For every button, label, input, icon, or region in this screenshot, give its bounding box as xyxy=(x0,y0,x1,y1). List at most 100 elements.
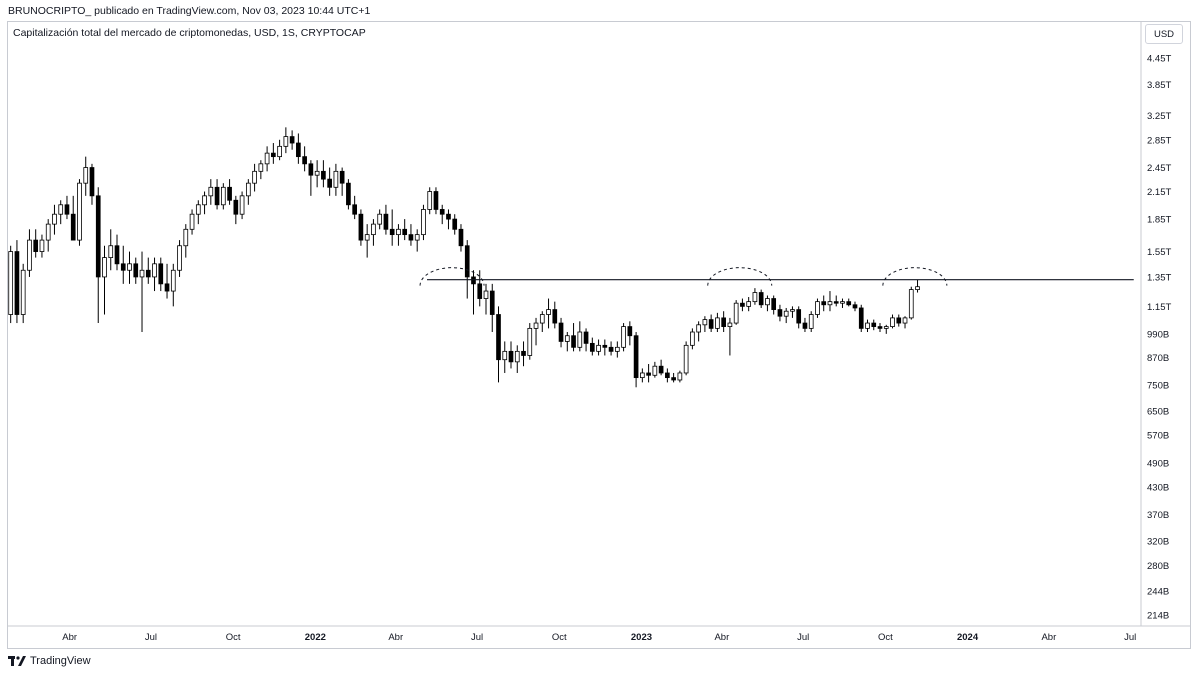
candle-body xyxy=(402,228,408,236)
candle-body xyxy=(152,263,157,278)
candle-body xyxy=(496,314,501,361)
candle-body xyxy=(571,335,576,348)
candle-body xyxy=(752,292,758,303)
candle-body xyxy=(477,283,483,299)
candle-body xyxy=(877,326,883,329)
candle-body xyxy=(439,209,445,215)
candle-body xyxy=(802,322,808,329)
candle-body xyxy=(383,213,389,230)
y-tick-label: 750B xyxy=(1147,380,1169,391)
candle-body xyxy=(39,239,45,252)
y-tick-label: 370B xyxy=(1147,510,1169,521)
candle-body xyxy=(546,309,551,315)
x-tick-label: Oct xyxy=(226,632,241,643)
candle-body xyxy=(358,213,364,241)
candle-body xyxy=(164,283,170,292)
y-tick-label: 280B xyxy=(1147,561,1169,572)
candle-body xyxy=(896,317,902,324)
candle-body xyxy=(170,269,176,292)
candle-body xyxy=(177,245,182,271)
candle-body xyxy=(833,301,839,304)
candle-body xyxy=(264,152,270,165)
x-tick-label: Jul xyxy=(145,632,157,643)
candle-body xyxy=(652,365,658,376)
candle-body xyxy=(45,223,51,241)
candle-body xyxy=(852,304,858,309)
candle-body xyxy=(640,372,645,379)
candle-body xyxy=(258,163,264,172)
candle-body xyxy=(908,289,914,319)
candle-body xyxy=(83,167,89,184)
candle-body xyxy=(296,142,301,158)
arc-annotation xyxy=(882,267,948,286)
candle-body xyxy=(95,195,101,278)
candle-body xyxy=(533,322,539,329)
arc-annotation xyxy=(707,267,773,286)
x-tick-label: 2022 xyxy=(305,632,326,643)
x-tick-label: Abr xyxy=(388,632,403,643)
candle-body xyxy=(327,178,332,188)
candle-body xyxy=(452,218,458,230)
candle-body xyxy=(464,245,470,278)
candle-body xyxy=(783,310,789,317)
candle-body xyxy=(58,204,64,215)
y-tick-label: 430B xyxy=(1147,482,1169,493)
y-tick-label: 2.85T xyxy=(1147,135,1171,146)
candle-body xyxy=(33,239,39,252)
candle-body xyxy=(796,309,802,324)
candle-body xyxy=(840,301,845,304)
y-tick-label: 990B xyxy=(1147,329,1169,340)
candle-body xyxy=(665,372,670,379)
candle-body xyxy=(377,213,383,225)
candle-body xyxy=(690,331,695,346)
candle-body xyxy=(289,136,295,144)
candle-body xyxy=(777,309,783,317)
currency-badge[interactable]: USD xyxy=(1145,24,1183,44)
candle-body xyxy=(890,317,895,327)
candle-body xyxy=(108,245,114,258)
candle-body xyxy=(815,301,820,315)
candle-body xyxy=(808,314,814,329)
candle-body xyxy=(902,317,908,324)
candle-body xyxy=(408,234,414,241)
candle-body xyxy=(915,286,920,290)
candle-body xyxy=(446,213,451,220)
candle-body xyxy=(577,331,583,348)
candle-body xyxy=(202,195,207,206)
y-tick-label: 2.45T xyxy=(1147,163,1171,174)
candle-body xyxy=(621,326,626,348)
candle-body xyxy=(471,276,476,285)
candle-body xyxy=(633,335,639,379)
candle-body xyxy=(283,136,289,147)
candle-body xyxy=(133,263,139,278)
candle-body xyxy=(120,263,126,271)
candle-body xyxy=(371,223,376,236)
candle-body xyxy=(208,186,214,197)
candle-body xyxy=(521,350,526,356)
footer-brand[interactable]: TradingView xyxy=(8,655,91,667)
candle-body xyxy=(396,228,401,236)
candle-body xyxy=(220,186,226,206)
candle-body xyxy=(352,204,357,215)
candle-body xyxy=(271,152,276,158)
candle-body xyxy=(195,204,201,215)
candle-body xyxy=(596,344,601,352)
candle-body xyxy=(708,319,714,329)
candle-body xyxy=(871,322,877,327)
candle-body xyxy=(489,290,495,315)
candle-body xyxy=(314,170,320,176)
footer-brand-text: TradingView xyxy=(30,655,91,667)
y-tick-label: 2.15T xyxy=(1147,187,1171,198)
x-tick-label: Abr xyxy=(714,632,729,643)
x-tick-label: Jul xyxy=(471,632,483,643)
candle-body xyxy=(346,182,351,206)
candle-body xyxy=(727,322,733,327)
candle-body xyxy=(790,309,795,312)
candle-body xyxy=(602,344,608,348)
y-tick-label: 4.45T xyxy=(1147,54,1171,65)
candle-body xyxy=(145,269,151,278)
candle-body xyxy=(589,342,595,352)
candle-body xyxy=(583,331,589,344)
candle-body xyxy=(746,301,752,307)
